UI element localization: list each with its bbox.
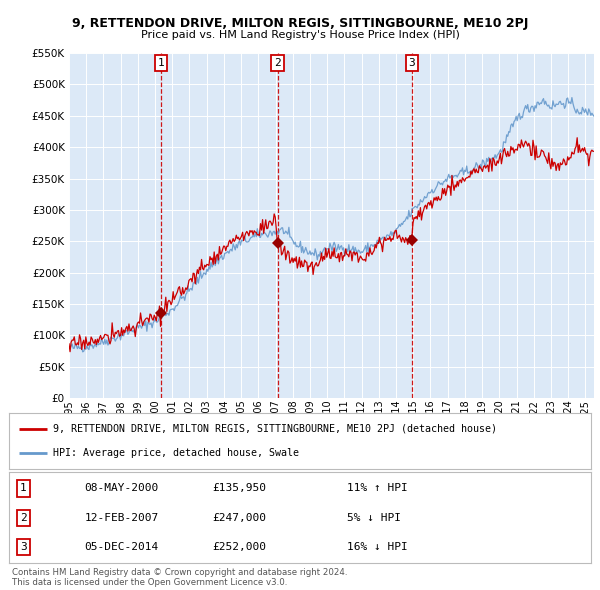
Text: £252,000: £252,000: [212, 542, 266, 552]
Text: 5% ↓ HPI: 5% ↓ HPI: [347, 513, 401, 523]
Text: Contains HM Land Registry data © Crown copyright and database right 2024.
This d: Contains HM Land Registry data © Crown c…: [12, 568, 347, 587]
Text: £247,000: £247,000: [212, 513, 266, 523]
Text: 9, RETTENDON DRIVE, MILTON REGIS, SITTINGBOURNE, ME10 2PJ: 9, RETTENDON DRIVE, MILTON REGIS, SITTIN…: [72, 17, 528, 30]
Text: 12-FEB-2007: 12-FEB-2007: [85, 513, 159, 523]
Text: 11% ↑ HPI: 11% ↑ HPI: [347, 483, 407, 493]
Text: 05-DEC-2014: 05-DEC-2014: [85, 542, 159, 552]
Text: 9, RETTENDON DRIVE, MILTON REGIS, SITTINGBOURNE, ME10 2PJ (detached house): 9, RETTENDON DRIVE, MILTON REGIS, SITTIN…: [53, 424, 497, 434]
Text: 16% ↓ HPI: 16% ↓ HPI: [347, 542, 407, 552]
Text: 3: 3: [409, 58, 415, 68]
Text: Price paid vs. HM Land Registry's House Price Index (HPI): Price paid vs. HM Land Registry's House …: [140, 30, 460, 40]
Text: 1: 1: [158, 58, 164, 68]
Text: 2: 2: [274, 58, 281, 68]
Text: £135,950: £135,950: [212, 483, 266, 493]
Text: 08-MAY-2000: 08-MAY-2000: [85, 483, 159, 493]
Text: 1: 1: [20, 483, 27, 493]
Text: 2: 2: [20, 513, 27, 523]
Text: 3: 3: [20, 542, 27, 552]
Text: HPI: Average price, detached house, Swale: HPI: Average price, detached house, Swal…: [53, 448, 299, 458]
